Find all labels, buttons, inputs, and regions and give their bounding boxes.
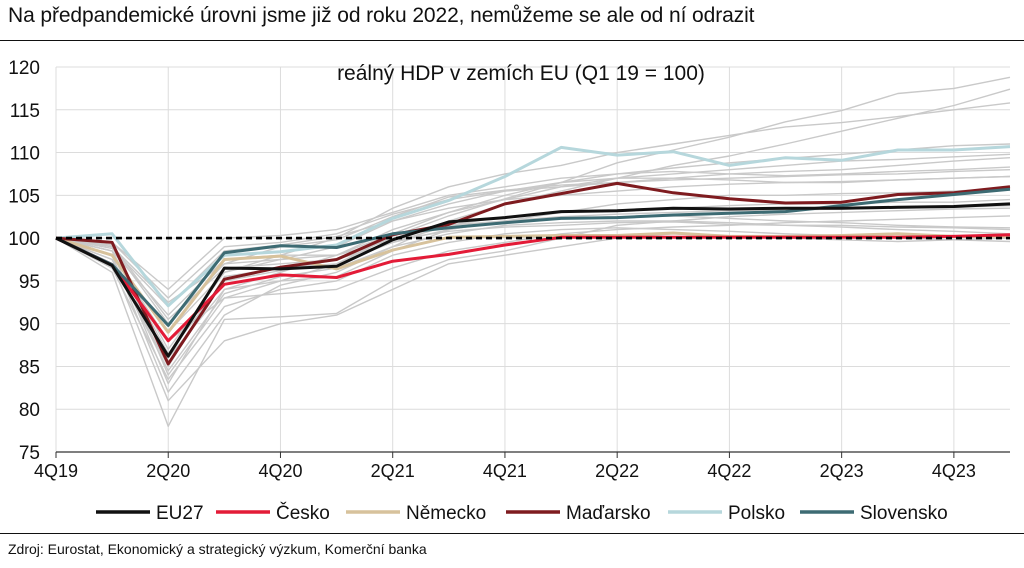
y-tick-label: 100 xyxy=(8,229,40,250)
x-axis-tick-labels: 4Q19 2Q20 4Q20 2Q21 4Q21 2Q22 4Q22 2Q23 4Q23 xyxy=(34,461,976,481)
x-tick-label: 2Q21 xyxy=(371,461,415,481)
y-tick-label: 110 xyxy=(10,144,40,165)
legend-label: Maďarsko xyxy=(566,503,651,524)
y-tick-label: 90 xyxy=(19,315,40,336)
y-tick-label: 80 xyxy=(19,400,40,421)
legend: EU27 Česko Německo Maďarsko Polsko Slovensko xyxy=(96,502,948,524)
background-country-line xyxy=(55,220,1011,372)
bottom-divider xyxy=(0,533,1024,534)
legend-label: EU27 xyxy=(156,503,204,524)
x-tick-label: 4Q23 xyxy=(932,461,976,481)
legend-item-slovensko: Slovensko xyxy=(800,503,948,524)
highlighted-series-lines xyxy=(55,145,1011,366)
page-title: Na předpandemické úrovni jsme již od rok… xyxy=(8,4,755,27)
series-line-maďarsko xyxy=(55,181,1011,366)
chart-title: reálný HDP v zemích EU (Q1 19 = 100) xyxy=(337,62,705,85)
y-tick-label: 85 xyxy=(19,357,40,378)
background-country-line xyxy=(55,143,1011,299)
gdp-line-chart: 75 80 85 90 95 100 105 110 115 120 4Q19 2Q20 4Q20 2Q… xyxy=(8,58,1011,524)
legend-item-německo: Německo xyxy=(346,503,486,524)
legend-label: Slovensko xyxy=(860,503,948,524)
legend-item-maďarsko: Maďarsko xyxy=(506,503,651,524)
y-axis-tick-labels: 75 80 85 90 95 100 105 110 115 120 xyxy=(8,58,40,464)
legend-label: Česko xyxy=(276,502,330,524)
x-tick-label: 2Q22 xyxy=(595,461,639,481)
series-line-německo xyxy=(55,231,1010,334)
background-country-line xyxy=(55,76,1011,376)
background-country-line xyxy=(55,215,1011,342)
x-tick-label: 2Q23 xyxy=(820,461,864,481)
background-country-line xyxy=(55,207,1011,427)
background-country-line xyxy=(55,233,1011,402)
legend-item-česko: Česko xyxy=(216,502,330,524)
background-country-line xyxy=(55,166,1011,291)
series-line-slovensko xyxy=(55,187,1011,327)
source-note: Zdroj: Eurostat, Ekonomický a strategick… xyxy=(8,541,427,557)
series-line-eu27 xyxy=(55,202,1011,358)
background-country-line xyxy=(55,221,1011,316)
background-country-line xyxy=(55,153,1011,359)
x-tick-label: 4Q19 xyxy=(34,461,78,481)
x-tick-label: 4Q22 xyxy=(707,461,751,481)
y-tick-label: 120 xyxy=(8,58,40,79)
y-tick-label: 95 xyxy=(19,272,40,293)
y-tick-label: 75 xyxy=(19,443,40,464)
legend-item-eu27: EU27 xyxy=(96,503,204,524)
legend-label: Německo xyxy=(406,503,486,524)
legend-label: Polsko xyxy=(728,503,785,524)
x-tick-label: 4Q20 xyxy=(258,461,302,481)
x-tick-label: 2Q20 xyxy=(146,461,190,481)
x-tick-label: 4Q21 xyxy=(483,461,527,481)
y-tick-label: 115 xyxy=(10,101,40,122)
background-country-lines xyxy=(55,76,1011,427)
top-divider xyxy=(0,40,1024,41)
y-tick-label: 105 xyxy=(8,186,40,207)
legend-item-polsko: Polsko xyxy=(668,503,785,524)
background-country-line xyxy=(55,204,1011,321)
